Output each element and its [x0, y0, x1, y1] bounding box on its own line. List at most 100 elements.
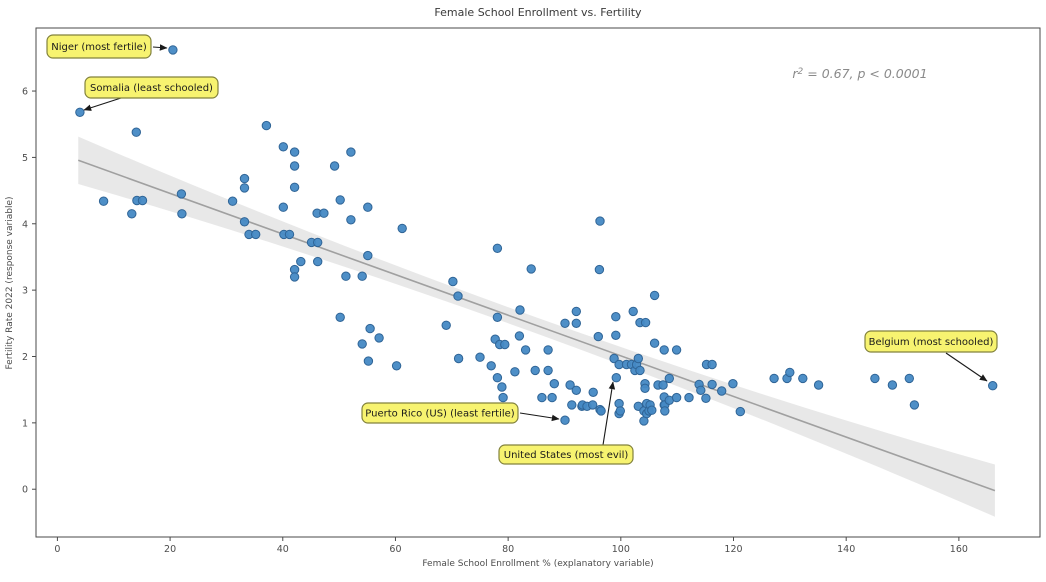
r-symbol: r: [792, 66, 798, 81]
scatter-point: [785, 367, 795, 378]
scatter-point: [365, 323, 375, 334]
callout-puerto-rico: Puerto Rico (US) (least fertile): [361, 402, 560, 424]
scatter-point: [611, 330, 621, 340]
scatter-point: [448, 276, 458, 287]
scatter-point: [735, 406, 745, 417]
scatter-point: [887, 380, 898, 390]
scatter-point: [565, 380, 575, 390]
scatter-point: [137, 195, 148, 206]
scatter-point: [649, 338, 660, 348]
callout-label: United States (most evil): [504, 450, 629, 461]
scatter-point: [728, 379, 738, 389]
callout-arrow: [602, 381, 616, 446]
callout-label: Niger (most fertile): [51, 42, 147, 53]
scatter-point: [904, 373, 914, 384]
scatter-point: [571, 385, 581, 395]
r-exponent: 2: [798, 67, 804, 77]
scatter-point: [357, 271, 367, 281]
scatter-point: [127, 209, 137, 219]
callout-box: [46, 34, 152, 59]
scatter-point: [530, 365, 540, 376]
scatter-point: [560, 415, 570, 425]
x-tick-label: 80: [502, 544, 514, 555]
scatter-point: [526, 264, 536, 274]
scatter-point: [313, 256, 323, 267]
callouts: Niger (most fertile) Somalia (least schoo…: [46, 34, 998, 465]
scatter-point: [549, 379, 559, 389]
scatter-point: [289, 182, 300, 193]
scatter-point: [543, 365, 553, 376]
scatter-point: [671, 345, 682, 355]
scatter-point: [520, 345, 531, 355]
scatter-point: [596, 406, 606, 416]
callout-box: [84, 76, 219, 99]
scatter-point: [239, 217, 250, 227]
scatter-point: [284, 229, 295, 240]
x-tick-label: 160: [950, 544, 968, 555]
r-value-and-p: = 0.67, p < 0.0001: [803, 66, 927, 81]
scatter-point: [611, 373, 621, 383]
x-tick-label: 0: [54, 544, 60, 555]
scatter-point: [640, 317, 651, 328]
scatter-point: [633, 353, 643, 364]
scatter-point: [560, 318, 570, 328]
r-squared-annotation: r2 = 0.67, p < 0.0001: [792, 66, 927, 81]
scatter-point: [909, 400, 920, 410]
scatter-point: [363, 250, 373, 261]
scatter-point: [696, 385, 706, 395]
axis-ticks: 0 20 40 60 80 100 120 140 160 0 1 2 3 4 5 6: [22, 87, 968, 555]
confidence-band: [78, 136, 995, 517]
chart-title: Female School Enrollment vs. Fertility: [434, 6, 642, 19]
scatter-point: [374, 333, 384, 343]
callout-label: Belgium (most schooled): [869, 337, 994, 348]
scatter-point: [628, 306, 638, 317]
callout-united-states: United States (most evil): [498, 381, 634, 465]
y-tick-label: 6: [22, 87, 28, 98]
scatter-point: [497, 382, 507, 392]
scatter-point: [593, 331, 603, 342]
scatter-point: [346, 215, 356, 225]
scatter-point: [278, 202, 288, 212]
scatter-point: [363, 356, 374, 366]
y-tick-label: 3: [22, 286, 28, 297]
x-axis-label: Female School Enrollment % (explanatory …: [422, 559, 653, 569]
scatter-point: [571, 318, 581, 328]
regression-fit-line: [77, 159, 996, 492]
x-tick-label: 40: [277, 544, 289, 555]
scatter-point: [813, 380, 824, 390]
confidence-band-area: [78, 136, 995, 517]
scatter-point: [588, 387, 598, 397]
scatter-point: [486, 361, 496, 371]
callout-box: [498, 444, 634, 465]
scatter-point: [510, 367, 520, 377]
y-tick-label: 4: [22, 219, 28, 230]
scatter-point: [588, 400, 598, 410]
scatter-point: [514, 331, 525, 341]
callout-arrow: [83, 97, 122, 111]
callout-niger: Niger (most fertile): [46, 34, 168, 59]
scatter-point: [98, 196, 109, 206]
scatter-point: [131, 127, 142, 137]
scatter-point: [649, 290, 660, 301]
y-tick-label: 0: [22, 485, 28, 496]
scatter-point: [498, 392, 508, 403]
callout-label: Somalia (least schooled): [90, 83, 213, 94]
scatter-point: [594, 264, 605, 275]
x-tick-label: 120: [724, 544, 742, 555]
x-tick-label: 20: [164, 544, 176, 555]
scatter-point: [798, 373, 808, 384]
callout-arrow: [519, 412, 560, 422]
scatter-point: [177, 209, 187, 219]
scatter-point: [453, 291, 463, 301]
scatter-point: [289, 161, 300, 171]
y-tick-label: 5: [22, 153, 28, 164]
callout-arrow: [152, 44, 168, 51]
callout-box: [361, 402, 519, 424]
scatter-point: [701, 393, 711, 403]
y-axis-label: Fertility Rate 2022 (response variable): [5, 197, 15, 370]
scatter-point: [168, 45, 178, 55]
scatter-point: [609, 353, 619, 364]
scatter-point: [571, 306, 581, 317]
scatter-point: [547, 392, 557, 403]
